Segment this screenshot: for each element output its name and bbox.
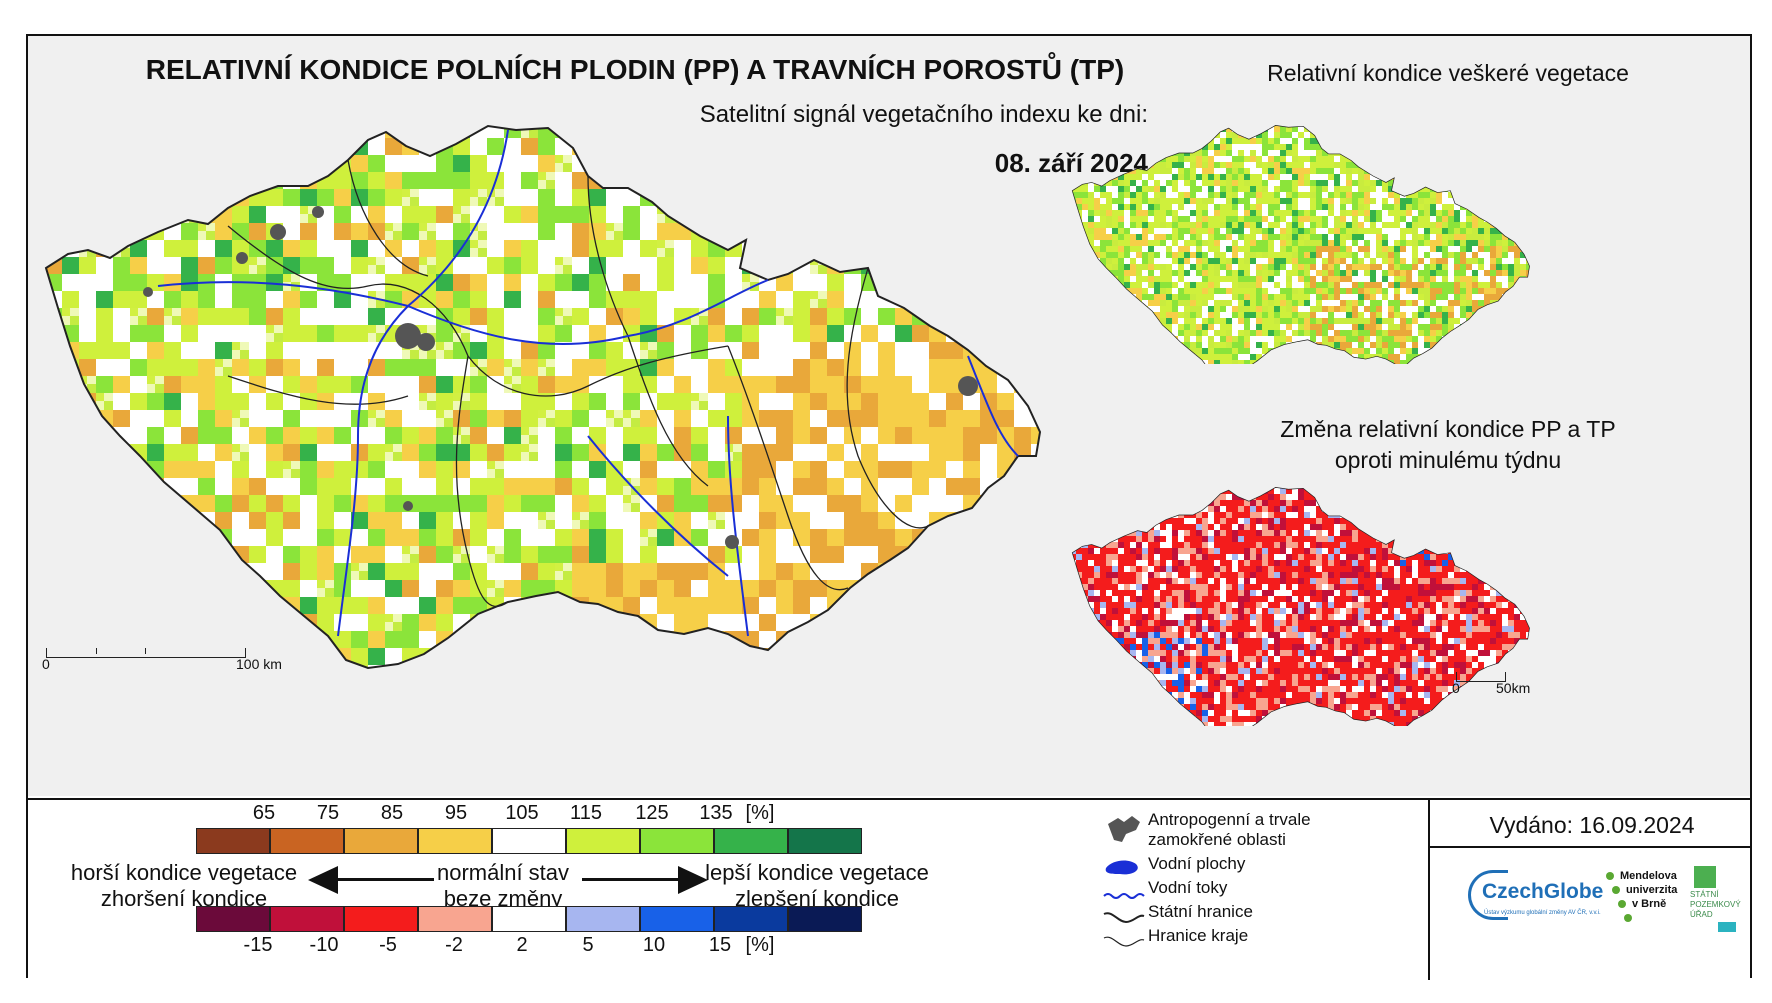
condition-swatch <box>196 828 270 854</box>
map-frame: 0 100 km RELATIVNÍ KONDICE POLNÍCH PLODI… <box>26 34 1752 980</box>
urban-icon <box>1108 816 1140 842</box>
all-vegetation-map <box>1071 124 1531 364</box>
normal-label: normální stav beze změny <box>436 860 570 911</box>
condition-swatch <box>344 828 418 854</box>
spu-logo: STÁTNÍ POZEMKOVÝ ÚŘAD <box>1690 866 1750 946</box>
change-swatch <box>418 906 492 932</box>
change-swatch <box>344 906 418 932</box>
change-swatch <box>788 906 862 932</box>
tick-label: [%] <box>745 802 775 824</box>
worse-label: horší kondice vegetace zhoršení kondice <box>70 860 298 911</box>
tick-label: 5 <box>582 934 594 956</box>
change-swatch <box>492 906 566 932</box>
legend-rivers: Vodní toky <box>1148 878 1228 897</box>
condition-swatch <box>640 828 714 854</box>
tick-label: -10 <box>309 934 339 956</box>
change-map <box>1071 486 1531 726</box>
change-swatch <box>566 906 640 932</box>
tick-label: 105 <box>505 802 539 824</box>
page-title: RELATIVNÍ KONDICE POLNÍCH PLODIN (PP) A … <box>145 54 1125 85</box>
tick-label: -5 <box>379 934 397 956</box>
tick-label: 85 <box>380 802 404 824</box>
urban-areas <box>143 206 978 549</box>
tick-label: 15 <box>708 934 732 956</box>
date-label: 08. září 2024 <box>994 148 1148 178</box>
condition-color-scale <box>196 828 862 854</box>
legend-anthropogenic: Antropogenní a trvale zamokřené oblasti <box>1148 810 1311 849</box>
main-scalebar <box>46 648 246 658</box>
tick-label: 10 <box>642 934 666 956</box>
condition-swatch <box>418 828 492 854</box>
tick-label: -2 <box>445 934 463 956</box>
main-condition-map <box>45 125 1041 669</box>
tick-label: 2 <box>516 934 528 956</box>
condition-swatch <box>566 828 640 854</box>
tick-label: 135 <box>699 802 733 824</box>
main-scale-right: 100 km <box>236 656 282 672</box>
legend-panel: 65 75 85 95 105 115 125 135 [%] horší ko… <box>28 798 1750 980</box>
map-panel: 0 100 km RELATIVNÍ KONDICE POLNÍCH PLODI… <box>28 36 1750 796</box>
legend-water-bodies: Vodní plochy <box>1148 854 1246 873</box>
tick-label: 115 <box>570 802 602 824</box>
state-border-icon <box>1103 912 1145 924</box>
change-swatch <box>714 906 788 932</box>
condition-swatch <box>714 828 788 854</box>
arrow-left-icon <box>308 866 338 894</box>
change-swatch <box>640 906 714 932</box>
tick-label: 95 <box>444 802 468 824</box>
main-scale-left: 0 <box>42 656 50 672</box>
tick-label: 65 <box>252 802 276 824</box>
river-icon <box>1103 893 1145 899</box>
right-top-title: Relativní kondice veškeré vegetace <box>1267 60 1629 86</box>
water-body-icon <box>1105 860 1138 875</box>
top-ticks: 65 75 85 95 105 115 125 135 [%] <box>196 802 876 826</box>
region-borders <box>227 159 929 608</box>
small-scale-right: 50km <box>1496 680 1531 696</box>
legend-region-border: Hranice kraje <box>1148 926 1249 945</box>
condition-swatch <box>270 828 344 854</box>
subtitle: Satelitní signál vegetačního indexu ke d… <box>699 101 1148 128</box>
legend-state-border: Státní hranice <box>1148 902 1253 921</box>
bottom-ticks: -15 -10 -5 -2 2 5 10 15 [%] <box>196 934 876 958</box>
change-swatch <box>270 906 344 932</box>
condition-swatch <box>788 828 862 854</box>
small-scale-left: 0 <box>1452 680 1460 696</box>
arrow-right-icon <box>678 866 708 894</box>
tick-label: [%] <box>745 934 775 956</box>
right-bottom-title: Změna relativní kondice PP a TP oproti m… <box>1280 416 1616 473</box>
better-label: lepší kondice vegetace zlepšení kondice <box>705 860 929 911</box>
tick-label: 125 <box>635 802 669 824</box>
region-border-icon <box>1103 936 1145 947</box>
small-scalebar <box>1456 672 1506 682</box>
tick-label: 75 <box>316 802 340 824</box>
change-swatch <box>196 906 270 932</box>
rivers <box>157 129 1019 637</box>
change-color-scale <box>196 906 862 932</box>
condition-swatch <box>492 828 566 854</box>
tick-label: -15 <box>243 934 273 956</box>
symbol-icons <box>1103 816 1145 947</box>
issued-date: Vydáno: 16.09.2024 <box>1489 812 1695 838</box>
